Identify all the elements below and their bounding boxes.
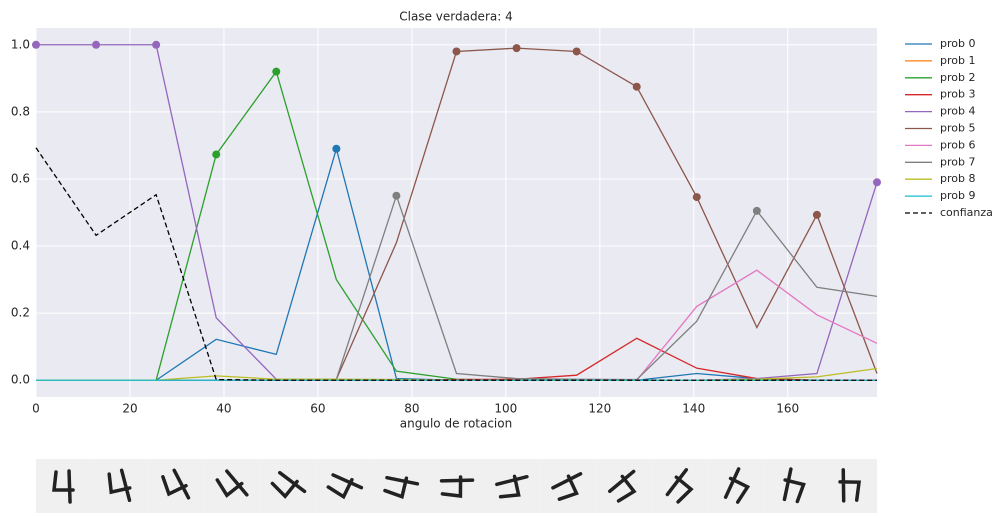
x-tick-label: 140 — [682, 402, 705, 416]
digit-image — [260, 459, 316, 513]
marker — [513, 44, 521, 52]
legend-label: prob 8 — [940, 172, 975, 185]
x-tick-label: 80 — [404, 402, 419, 416]
legend-label: prob 4 — [940, 105, 975, 118]
marker — [633, 83, 641, 91]
marker — [152, 41, 160, 49]
digit-image — [372, 459, 428, 513]
digit-image — [148, 459, 204, 513]
y-tick-label: 0.4 — [11, 239, 30, 253]
chart-title: Clase verdadera: 4 — [399, 10, 512, 24]
digit-image — [709, 459, 765, 513]
x-tick-label: 40 — [216, 402, 231, 416]
digit-image — [541, 459, 597, 513]
x-tick-label: 120 — [588, 402, 611, 416]
x-tick-label: 0 — [32, 402, 40, 416]
y-tick-label: 0.6 — [11, 171, 30, 185]
marker — [32, 41, 40, 49]
digit-image — [653, 459, 709, 513]
legend-label: prob 6 — [940, 138, 975, 151]
marker — [873, 178, 881, 186]
x-tick-label: 100 — [494, 402, 517, 416]
plot-area — [36, 28, 877, 397]
legend-label: prob 9 — [940, 189, 975, 202]
marker — [813, 211, 821, 219]
legend-label: prob 0 — [940, 37, 975, 50]
digit-image — [92, 459, 148, 513]
x-axis-label: angulo de rotacion — [400, 417, 512, 431]
marker — [92, 41, 100, 49]
legend-label: prob 5 — [940, 122, 975, 135]
legend-label: prob 3 — [940, 88, 975, 101]
digit-image — [821, 459, 877, 513]
y-tick-label: 0.2 — [11, 306, 30, 320]
x-tick-label: 20 — [122, 402, 137, 416]
legend-label: prob 1 — [940, 54, 975, 67]
x-tick-label: 60 — [310, 402, 325, 416]
digit-image — [316, 459, 372, 513]
marker — [272, 68, 280, 76]
y-tick-label: 0.0 — [11, 373, 30, 387]
digit-image — [597, 459, 653, 513]
marker — [392, 192, 400, 200]
marker — [212, 150, 220, 158]
image-strip — [36, 459, 877, 513]
digit-image — [36, 459, 92, 513]
y-tick-label: 0.8 — [11, 104, 30, 118]
chart: Clase verdadera: 4 angulo de rotacion 0.… — [0, 0, 992, 514]
legend-label: confianza — [940, 206, 992, 219]
marker — [332, 145, 340, 153]
y-tick-label: 1.0 — [11, 37, 30, 51]
digit-image — [765, 459, 821, 513]
digit-image — [485, 459, 541, 513]
legend-label: prob 2 — [940, 71, 975, 84]
digit-image — [204, 459, 260, 513]
digit-image — [428, 459, 484, 513]
legend-label: prob 7 — [940, 155, 975, 168]
marker — [753, 207, 761, 215]
marker — [573, 47, 581, 55]
marker — [693, 193, 701, 201]
marker — [453, 47, 461, 55]
x-tick-label: 160 — [776, 402, 799, 416]
